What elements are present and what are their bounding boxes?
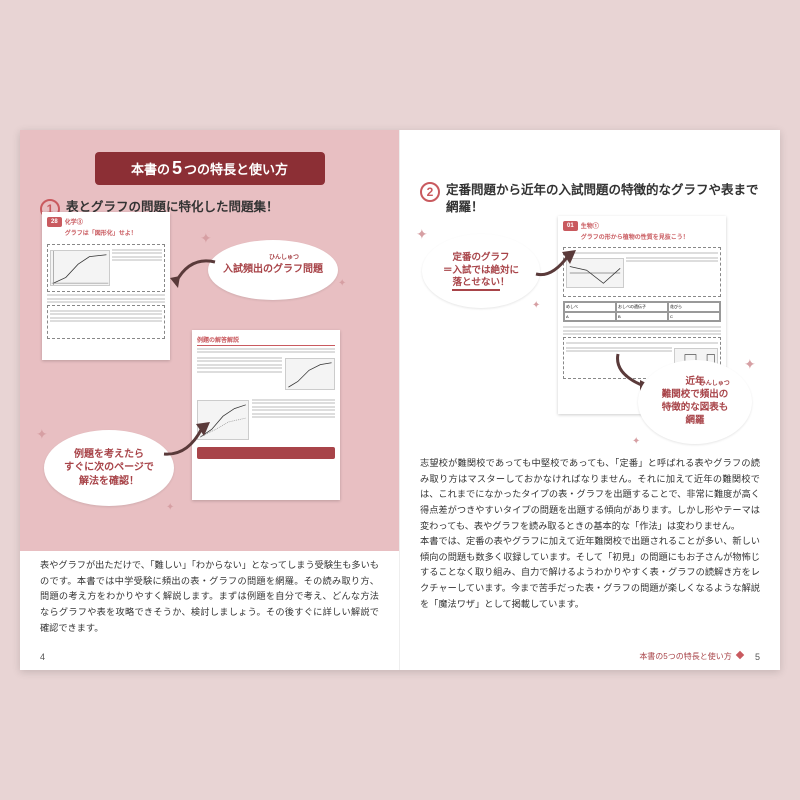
header-title: 本書の5つの特長と使い方 [95,152,325,185]
arrow-icon [160,418,212,462]
title-pre: 本書の [131,162,170,177]
thumb-r-subject: 生物① [581,221,689,230]
arrow-icon [170,248,220,298]
balloon4-l2b: 頻出の [700,389,729,400]
thumb-subject: 化学③ [65,217,137,226]
page-right: 2 定番問題から近年の入試問題の特徴的なグラフや表まで網羅！ 定番のグラフ ＝入… [400,130,780,670]
arrow-icon [532,246,576,286]
sparkle-icon: ✦ [338,278,346,289]
sparkle-icon: ✦ [200,230,212,247]
balloon4-l4: 網羅 [685,415,704,428]
balloon1-text: 入試頻出のグラフ問題 [223,264,323,275]
book-spread: 本書の5つの特長と使い方 1 表とグラフの問題に特化した問題集！ 28 化学③ … [20,130,780,670]
sparkle-icon: ✦ [744,356,756,373]
thumb-r-caption: グラフの形から植物の性質を見抜こう！ [581,232,689,241]
thumbnail-chem: 28 化学③ グラフは「図形化」せよ！ [42,212,170,360]
sparkle-icon: ✦ [416,226,428,243]
title-post: つの特長と使い方 [184,162,288,177]
sparkle-icon: ✦ [36,426,48,443]
thumbnail-solution: 例題の解答解説 [192,330,340,500]
sparkle-icon: ✦ [532,300,540,311]
balloon2-l1: 例題を考えたら [74,448,144,462]
balloon-standard: 定番のグラフ ＝入試では絶対に 落とせない！ [422,234,540,308]
balloon4-ruby: ひんしゅつ [700,380,729,388]
section-number-2: 2 [420,182,440,202]
diamond-icon [736,651,744,659]
balloon-freq-graph: ひんしゅつ入試頻出のグラフ問題 [208,240,338,300]
ruby-text: ひんしゅつ [245,254,323,262]
balloon-example: 例題を考えたら すぐに次のページで 解法を確認！ [44,430,174,506]
sparkle-icon: ✦ [166,502,174,513]
balloon2-l3: 解法を確認！ [79,475,139,489]
thumb-caption: グラフは「図形化」せよ！ [65,228,137,237]
thumb-num: 28 [47,217,62,227]
balloon3-l3a: 落とせない [452,277,500,291]
balloon4-l2a: 難関校で [662,389,700,400]
balloon3-l2: ＝入試では絶対に [443,265,519,278]
sparkle-icon: ✦ [632,436,640,447]
balloon2-l2: すぐに次のページで [64,461,154,475]
page-left: 本書の5つの特長と使い方 1 表とグラフの問題に特化した問題集！ 28 化学③ … [20,130,400,670]
page-number-right: 5 [755,652,760,662]
section-2-head: 2 定番問題から近年の入試問題の特徴的なグラフや表まで網羅！ [420,182,760,216]
right-body-text: 志望校が難関校であっても中堅校であっても、「定番」と呼ばれる表やグラフの読み取り… [420,456,760,612]
balloon3-l1: 定番のグラフ [452,252,509,265]
title-five: 5 [170,158,184,178]
page-number-left: 4 [40,652,45,662]
balloon-recent: 近年 難関校でひんしゅつ頻出の 特徴的な図表も 網羅 [638,360,752,444]
footer-label: 本書の5つの特長と使い方 [639,651,746,662]
section-title-2: 定番問題から近年の入試問題の特徴的なグラフや表まで網羅！ [446,182,760,216]
left-body-text: 表やグラフが出ただけで、「難しい」「わからない」となってしまう受験生も多いもので… [40,558,379,636]
thumb-r-num: 01 [563,221,578,231]
balloon3-l3b: ！ [500,277,510,288]
balloon4-l3: 特徴的な図表も [662,402,729,415]
